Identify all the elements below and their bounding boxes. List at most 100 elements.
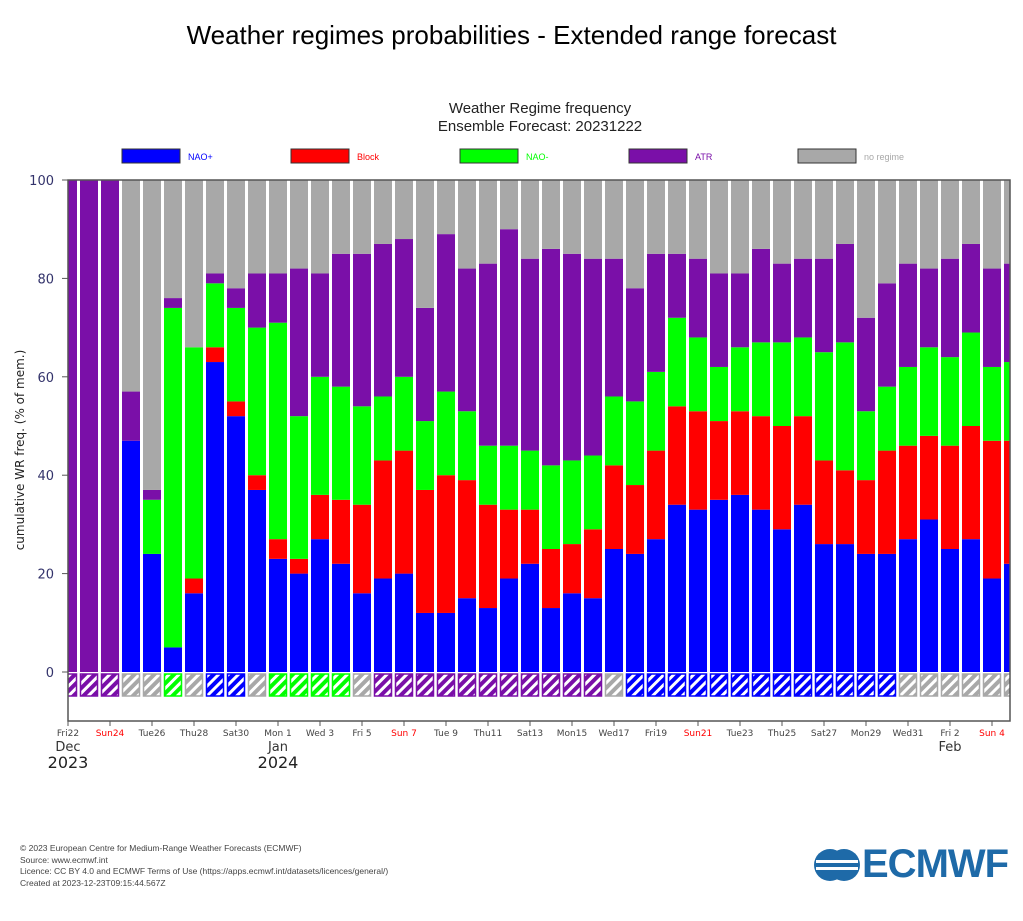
dominant-regime-marker — [961, 673, 981, 697]
bar-segment-nao- — [836, 342, 854, 471]
legend-swatch-no-regime — [797, 148, 857, 164]
dominant-regime-marker — [394, 673, 414, 697]
bar-segment-no-regime — [563, 180, 581, 254]
x-month-label: Jan — [267, 740, 288, 755]
bar-segment-nao- — [290, 416, 308, 559]
bar-segment-block — [962, 426, 980, 540]
bar-segment-no-regime — [899, 180, 917, 264]
bar-segment-nao- — [479, 608, 497, 672]
bar-segment-atr — [563, 253, 581, 461]
x-tick-label: Mon29 — [851, 729, 882, 739]
bar-segment-block — [353, 504, 371, 594]
x-tick-label: Thu28 — [179, 729, 209, 739]
bar-segment-no-regime — [353, 180, 371, 254]
bar-segment-block — [248, 475, 266, 490]
bar-segment-nao- — [1004, 563, 1010, 672]
bar-segment-nao- — [206, 362, 224, 672]
bar-segment-block — [584, 529, 602, 599]
dominant-regime-marker — [793, 673, 813, 697]
bar-segment-block — [437, 475, 455, 613]
bar-segment-nao- — [269, 558, 287, 672]
legend-label: NAO- — [526, 152, 549, 162]
bar-segment-block — [836, 470, 854, 545]
bar-segment-atr — [836, 243, 854, 343]
bar-segment-atr — [122, 391, 140, 441]
bar-segment-nao- — [290, 573, 308, 672]
x-year-label: 2024 — [258, 753, 299, 772]
bar-segment-nao- — [416, 421, 434, 490]
bar-segment-atr — [899, 263, 917, 367]
bar-segment-nao- — [332, 563, 350, 672]
bar-segment-no-regime — [941, 180, 959, 259]
bar-segment-nao- — [626, 553, 644, 672]
bar-segment-block — [668, 406, 686, 505]
bar-segment-nao- — [752, 342, 770, 417]
created-text: Created at 2023-12-23T09:15:44.567Z — [20, 877, 166, 888]
plot-frame — [67, 179, 1011, 722]
legend-swatch-atr — [628, 148, 688, 164]
bar-segment-nao- — [542, 465, 560, 549]
bar-segment-no-regime — [500, 180, 518, 230]
bar-segment-no-regime — [605, 180, 623, 259]
bar-segment-block — [689, 411, 707, 510]
bar-segment-nao- — [227, 416, 245, 672]
bar-segment-block — [941, 445, 959, 549]
bar-segment-no-regime — [311, 180, 329, 274]
bar-segment-block — [752, 416, 770, 510]
bar-segment-nao- — [899, 539, 917, 672]
y-tick-label: 100 — [29, 174, 54, 189]
bar-segment-block — [899, 445, 917, 540]
source-text: Source: www.ecmwf.int — [20, 854, 108, 865]
bar-segment-no-regime — [185, 180, 203, 348]
bar-segment-nao- — [521, 450, 539, 510]
bar-segment-no-regime — [962, 180, 980, 244]
bar-segment-block — [500, 509, 518, 579]
bar-segment-block — [458, 480, 476, 599]
dominant-regime-marker — [499, 673, 519, 697]
bar-segment-nao- — [773, 529, 791, 672]
bar-segment-nao- — [395, 573, 413, 672]
x-month-label: Dec — [55, 740, 80, 755]
dominant-regime-marker — [835, 673, 855, 697]
x-tick-label: Sun24 — [96, 729, 125, 739]
ecmwf-logo: ECMWF — [812, 842, 1009, 887]
bar-segment-atr — [521, 258, 539, 451]
dominant-regime-marker — [184, 673, 204, 697]
bar-segment-nao- — [458, 411, 476, 481]
bar-segment-block — [920, 435, 938, 520]
bar-segment-no-regime — [269, 180, 287, 274]
dominant-regime-marker — [352, 673, 372, 697]
bar-segment-atr — [353, 253, 371, 407]
bar-segment-atr — [416, 307, 434, 422]
y-tick-label: 0 — [46, 666, 54, 681]
bar-segment-no-regime — [206, 180, 224, 274]
legend-swatch-nao- — [121, 148, 181, 164]
bar-segment-nao- — [962, 332, 980, 426]
dominant-regime-marker — [268, 673, 288, 697]
bar-segment-nao- — [353, 406, 371, 505]
bar-segment-nao- — [563, 460, 581, 545]
bar-segment-nao- — [416, 612, 434, 672]
ecmwf-logo-text: ECMWF — [862, 842, 1009, 886]
dominant-regime-marker — [331, 673, 351, 697]
bar-segment-atr — [227, 288, 245, 308]
bar-segment-nao- — [1004, 362, 1010, 441]
bar-segment-nao- — [185, 593, 203, 672]
dominant-regime-marker — [814, 673, 834, 697]
bar-segment-block — [290, 558, 308, 574]
bar-segment-no-regime — [815, 180, 833, 259]
bar-segment-block — [878, 450, 896, 554]
bar-segment-atr — [374, 243, 392, 397]
bar-segment-nao- — [437, 612, 455, 672]
bar-segment-atr — [542, 248, 560, 466]
bar-segment-no-regime — [752, 180, 770, 249]
dominant-regime-marker — [79, 673, 99, 697]
bar-segment-nao- — [143, 499, 161, 554]
bar-segment-nao- — [815, 544, 833, 672]
dominant-regime-marker — [121, 673, 141, 697]
bar-segment-block — [773, 426, 791, 530]
dominant-regime-marker — [247, 673, 267, 697]
bar-segment-nao- — [311, 376, 329, 495]
bar-segment-no-regime — [248, 180, 266, 274]
